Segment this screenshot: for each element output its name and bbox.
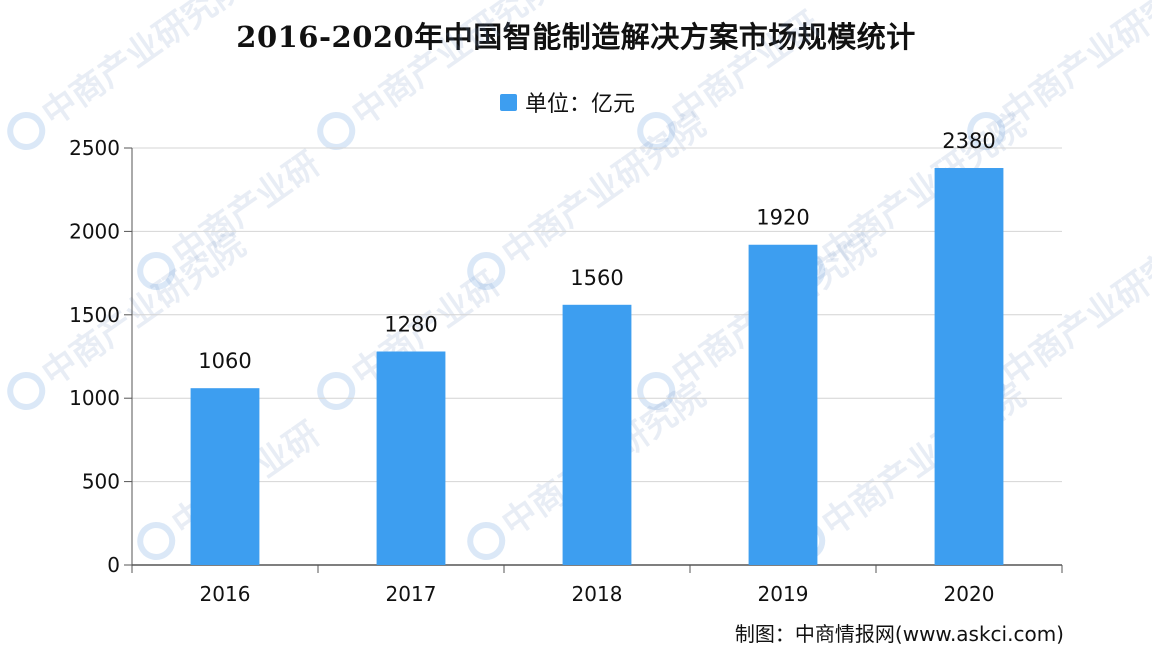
watermark-text: 中商产业研究院 <box>35 0 253 134</box>
y-tick-label: 500 <box>82 470 120 494</box>
data-label-2019: 1920 <box>756 206 809 230</box>
watermark: 中商产业研究院 <box>7 0 253 150</box>
askci-logo-icon <box>7 111 46 150</box>
x-tick-label-2016: 2016 <box>200 582 251 606</box>
askci-logo-icon <box>317 111 356 150</box>
bar-2018 <box>562 304 632 565</box>
legend-label: 单位：亿元 <box>525 92 636 117</box>
watermark-text: 中商产业研究院 <box>995 225 1152 394</box>
askci-logo-icon <box>137 251 176 290</box>
bar-2019 <box>748 244 818 565</box>
watermark: 中商产业研究院 <box>317 0 563 150</box>
askci-logo-icon <box>7 371 46 410</box>
data-label-2016: 1060 <box>198 349 251 373</box>
y-tick-label: 2000 <box>69 219 120 243</box>
askci-logo-icon <box>467 521 506 560</box>
bar-2020 <box>934 168 1004 566</box>
askci-logo-icon <box>637 371 676 410</box>
askci-logo-icon <box>637 111 676 150</box>
bar-2017 <box>376 351 446 565</box>
legend-swatch <box>500 93 517 111</box>
data-label-2018: 1560 <box>570 266 623 290</box>
watermark-text: 中商产业研究院 <box>495 105 713 274</box>
x-tick-label-2018: 2018 <box>572 582 623 606</box>
x-tick-label-2019: 2019 <box>758 582 809 606</box>
watermark-text: 中商产业研究院 <box>995 0 1152 134</box>
chart-legend: 单位：亿元 <box>500 88 636 117</box>
chart-credit: 制图：中商情报网(www.askci.com) <box>734 622 1064 646</box>
y-tick-label: 1000 <box>69 386 120 410</box>
watermark-text: 中商产业研究院 <box>345 0 563 134</box>
y-tick-label: 0 <box>107 553 120 577</box>
bar-2016 <box>190 388 260 565</box>
x-tick-label-2017: 2017 <box>386 582 437 606</box>
askci-logo-icon <box>317 371 356 410</box>
askci-logo-icon <box>137 521 176 560</box>
y-tick-label: 2500 <box>69 136 120 160</box>
data-label-2017: 1280 <box>384 312 437 336</box>
askci-logo-icon <box>467 251 506 290</box>
chart-title: 2016-2020年中国智能制造解决方案市场规模统计 <box>236 20 916 54</box>
data-label-2020: 2380 <box>942 129 995 153</box>
y-tick-label: 1500 <box>69 303 120 327</box>
askci-logo-icon <box>967 111 1006 150</box>
x-tick-label-2020: 2020 <box>944 582 995 606</box>
